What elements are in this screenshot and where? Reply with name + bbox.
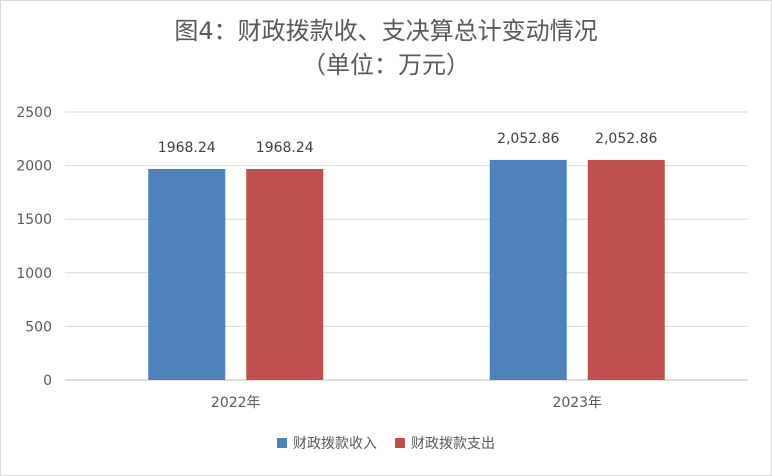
legend-swatch-expense [395,438,405,448]
chart-subtitle: （单位：万元） [302,51,470,79]
y-tick-label-1: 500 [25,319,52,335]
chart-title: 图4：财政拨款收、支决算总计变动情况 [174,17,598,45]
data-label-0-1: 1968.24 [256,140,314,156]
legend-swatch-income [277,438,287,448]
bar-0-0 [148,169,226,380]
data-label-1-1: 2,052.86 [595,131,657,147]
chart-title-block: 图4：财政拨款收、支决算总计变动情况 （单位：万元） [0,14,772,82]
legend-item-expense: 财政拨款支出 [395,433,495,453]
legend-label-expense: 财政拨款支出 [411,436,495,452]
y-tick-label-5: 2500 [16,105,52,121]
bar-1-1 [587,159,665,380]
legend-label-income: 财政拨款收入 [293,436,377,452]
y-tick-label-0: 0 [43,373,52,389]
x-tick-label-1: 2023年 [552,395,602,411]
y-tick-label-2: 1000 [16,266,52,282]
y-tick-label-3: 1500 [16,212,52,228]
data-label-0-0: 1968.24 [158,140,216,156]
x-tick-label-0: 2022年 [211,395,261,411]
bar-0-1 [246,169,324,380]
bar-1-0 [489,159,567,380]
legend: 财政拨款收入 财政拨款支出 [0,433,772,453]
y-tick-label-4: 2000 [16,159,52,175]
data-label-1-0: 2,052.86 [497,131,559,147]
legend-item-income: 财政拨款收入 [277,433,377,453]
